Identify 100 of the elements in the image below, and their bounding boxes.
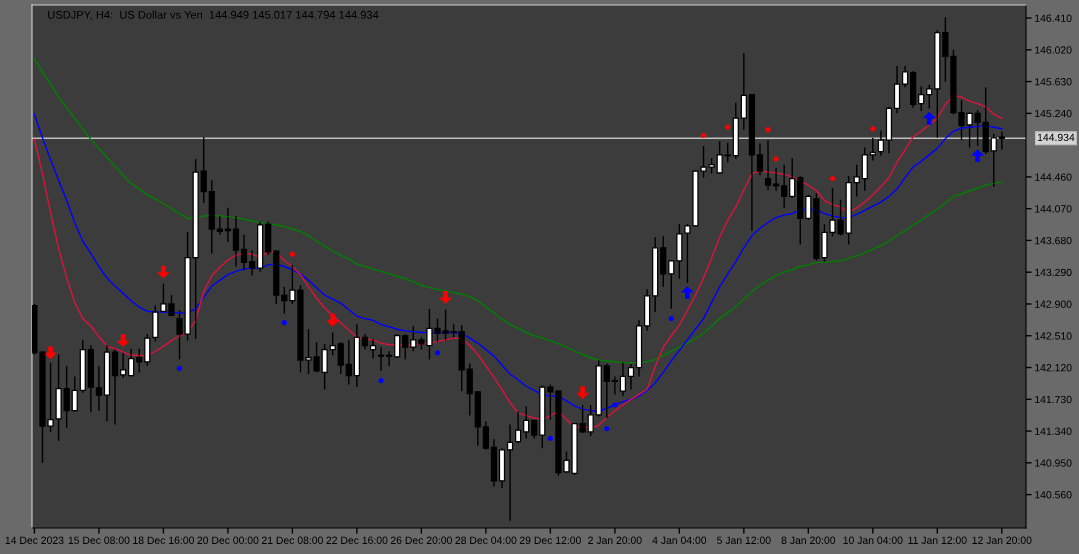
candlestick: [337, 341, 344, 375]
point: [870, 126, 876, 132]
point: [439, 291, 452, 304]
candlestick: [144, 333, 151, 367]
point: [157, 265, 170, 279]
y-tick-label: 142.510: [1035, 332, 1072, 340]
x-tick-label: 2 Jan 20:00: [588, 536, 642, 544]
candlestick: [627, 363, 635, 391]
point: [612, 402, 618, 408]
x-tick-label: 15 Dec 08:00: [68, 536, 130, 544]
candlestick: [136, 348, 143, 374]
point: [725, 124, 731, 130]
line-series: [33, 58, 1003, 364]
candlestick: [224, 207, 232, 243]
point: [176, 365, 183, 371]
candlestick: [587, 404, 594, 437]
y-tick-label: 142.900: [1035, 300, 1072, 308]
point: [668, 316, 674, 322]
candlestick: [523, 405, 530, 440]
point: [700, 132, 707, 138]
candlestick: [619, 361, 627, 397]
x-tick-label: 4 Jan 04:00: [652, 536, 707, 544]
candlestick: [514, 410, 522, 444]
point: [44, 346, 57, 360]
point: [922, 111, 936, 125]
x-tick-label: 11 Jan 12:00: [908, 536, 967, 544]
x-tick-label: 29 Dec 12:00: [519, 536, 581, 544]
candlestick: [772, 167, 780, 192]
x-tick-label: 8 Jan 20:00: [781, 536, 836, 544]
point: [681, 286, 694, 299]
x-tick-label: 5 Jan 12:00: [717, 536, 771, 544]
candlestick: [377, 346, 385, 372]
ref-line-label: 144.934: [1037, 133, 1075, 142]
y-tick-label: 143.290: [1035, 268, 1072, 277]
point: [971, 149, 985, 163]
y-tick-label: 143.680: [1035, 236, 1072, 245]
point: [434, 350, 441, 356]
y-tick-label: 141.730: [1035, 395, 1072, 404]
candlestick: [329, 331, 336, 356]
y-tick-label: 145.630: [1035, 78, 1072, 86]
candlestick: [861, 146, 868, 192]
y-tick-label: 141.340: [1035, 427, 1072, 435]
candlestick: [128, 348, 135, 378]
candlestick: [95, 365, 103, 412]
candlestick: [990, 133, 997, 188]
candlestick: [111, 348, 119, 426]
x-tick-label: 14 Dec 2023: [5, 536, 64, 544]
x-tick-label: 12 Jan 20:00: [972, 536, 1032, 544]
y-tick-label: 145.240: [1035, 109, 1072, 118]
candlestick: [232, 215, 240, 268]
point: [378, 377, 384, 384]
candlestick: [345, 339, 352, 386]
candlestick: [63, 365, 70, 429]
candlestick: [668, 259, 675, 310]
candlestick: [603, 362, 610, 419]
candlestick: [853, 163, 860, 198]
candlestick: [998, 130, 1005, 151]
candlestick: [869, 137, 876, 162]
candlestick: [402, 333, 409, 361]
candlestick: [240, 234, 248, 272]
candlestick: [716, 140, 723, 175]
candlestick: [805, 194, 812, 221]
candlestick: [506, 423, 514, 522]
point: [547, 435, 553, 441]
x-tick-label: 10 Jan 04:00: [843, 536, 903, 544]
candlestick: [901, 65, 909, 88]
point: [765, 127, 771, 133]
candlestick: [410, 325, 417, 352]
candlestick: [918, 85, 925, 112]
y-tick-label: 140.560: [1035, 491, 1072, 499]
x-tick-label: 28 Dec 04:00: [455, 536, 517, 544]
candlestick: [482, 420, 489, 451]
point: [773, 156, 779, 162]
candlestick: [386, 350, 393, 367]
point: [326, 313, 340, 327]
candlestick: [926, 84, 933, 110]
candlestick: [764, 139, 772, 191]
candlestick: [789, 157, 796, 199]
point: [281, 320, 287, 326]
candlestick: [119, 352, 127, 379]
point: [576, 386, 590, 400]
candlestick: [216, 215, 223, 236]
y-tick-label: 146.410: [1035, 14, 1072, 22]
x-tick-label: 20 Dec 00:00: [197, 536, 259, 544]
candlestick: [394, 333, 401, 359]
y-tick-label: 142.120: [1035, 364, 1072, 372]
y-tick-label: 144.460: [1035, 173, 1072, 181]
y-tick-label: 146.020: [1035, 46, 1072, 54]
y-tick-label: 144.070: [1035, 205, 1072, 213]
candlestick: [724, 141, 731, 163]
candlestick: [756, 142, 764, 176]
point: [289, 251, 295, 257]
candlestick: [740, 52, 747, 131]
candlestick: [281, 286, 288, 315]
candlestick: [369, 338, 377, 360]
x-tick-label: 18 Dec 16:00: [133, 536, 194, 544]
x-tick-label: 22 Dec 16:00: [326, 536, 388, 544]
point: [829, 175, 836, 182]
candlestick: [200, 136, 207, 204]
x-tick-label: 26 Dec 20:00: [390, 536, 452, 544]
